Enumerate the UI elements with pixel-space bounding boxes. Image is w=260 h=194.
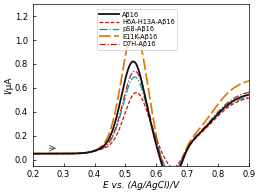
Line: pS8-Aβ16: pS8-Aβ16 — [33, 77, 249, 175]
Aβ16 — [196, 134, 199, 137]
pS8-Aβ16 — [218, 112, 221, 114]
Legend: Aβ16, H6A-H13A-Aβ16, pS8-Aβ16, E11K-Aβ16, D7H-Aβ16: Aβ16, H6A-H13A-Aβ16, pS8-Aβ16, E11K-Aβ16… — [97, 9, 177, 50]
pS8-Aβ16 — [170, 173, 173, 176]
D7H-Aβ16 — [169, 176, 172, 178]
D7H-Aβ16 — [196, 133, 199, 136]
H6A-H13A-Aβ16 — [248, 97, 251, 99]
D7H-Aβ16 — [170, 176, 173, 178]
E11K-Aβ16 — [169, 181, 172, 184]
pS8-Aβ16 — [169, 173, 172, 176]
pS8-Aβ16 — [133, 76, 136, 78]
E11K-Aβ16 — [163, 171, 166, 173]
D7H-Aβ16 — [218, 109, 221, 111]
D7H-Aβ16 — [248, 91, 251, 93]
Y-axis label: I/μA: I/μA — [4, 76, 13, 94]
H6A-H13A-Aβ16 — [196, 135, 199, 138]
E11K-Aβ16 — [248, 80, 251, 82]
E11K-Aβ16 — [218, 101, 221, 103]
pS8-Aβ16 — [44, 152, 48, 155]
Aβ16 — [248, 93, 251, 96]
Line: D7H-Aβ16: D7H-Aβ16 — [33, 71, 249, 177]
H6A-H13A-Aβ16 — [218, 113, 221, 115]
H6A-H13A-Aβ16 — [169, 165, 172, 168]
Aβ16 — [218, 111, 221, 113]
Line: H6A-H13A-Aβ16: H6A-H13A-Aβ16 — [33, 93, 249, 167]
E11K-Aβ16 — [157, 147, 160, 150]
pS8-Aβ16 — [157, 148, 160, 151]
H6A-H13A-Aβ16 — [44, 152, 48, 155]
Aβ16 — [170, 181, 173, 183]
Line: Aβ16: Aβ16 — [33, 61, 249, 182]
pS8-Aβ16 — [163, 164, 166, 166]
Aβ16 — [44, 152, 48, 155]
Aβ16 — [31, 152, 34, 155]
pS8-Aβ16 — [31, 152, 34, 155]
Aβ16 — [157, 153, 160, 155]
E11K-Aβ16 — [133, 28, 136, 30]
H6A-H13A-Aβ16 — [31, 152, 34, 155]
X-axis label: E vs. (Ag/AgCl)/V: E vs. (Ag/AgCl)/V — [103, 181, 179, 190]
Aβ16 — [169, 181, 172, 183]
E11K-Aβ16 — [196, 130, 199, 132]
pS8-Aβ16 — [196, 134, 199, 137]
D7H-Aβ16 — [44, 152, 48, 155]
H6A-H13A-Aβ16 — [135, 91, 138, 94]
E11K-Aβ16 — [44, 152, 48, 155]
D7H-Aβ16 — [157, 149, 160, 152]
E11K-Aβ16 — [31, 152, 34, 155]
E11K-Aβ16 — [170, 181, 173, 184]
H6A-H13A-Aβ16 — [172, 166, 175, 169]
D7H-Aβ16 — [133, 70, 136, 72]
Line: E11K-Aβ16: E11K-Aβ16 — [33, 29, 249, 183]
Aβ16 — [163, 171, 166, 173]
D7H-Aβ16 — [31, 152, 34, 155]
H6A-H13A-Aβ16 — [157, 144, 160, 146]
H6A-H13A-Aβ16 — [163, 157, 166, 159]
Aβ16 — [132, 60, 135, 63]
D7H-Aβ16 — [163, 167, 166, 169]
pS8-Aβ16 — [248, 95, 251, 98]
